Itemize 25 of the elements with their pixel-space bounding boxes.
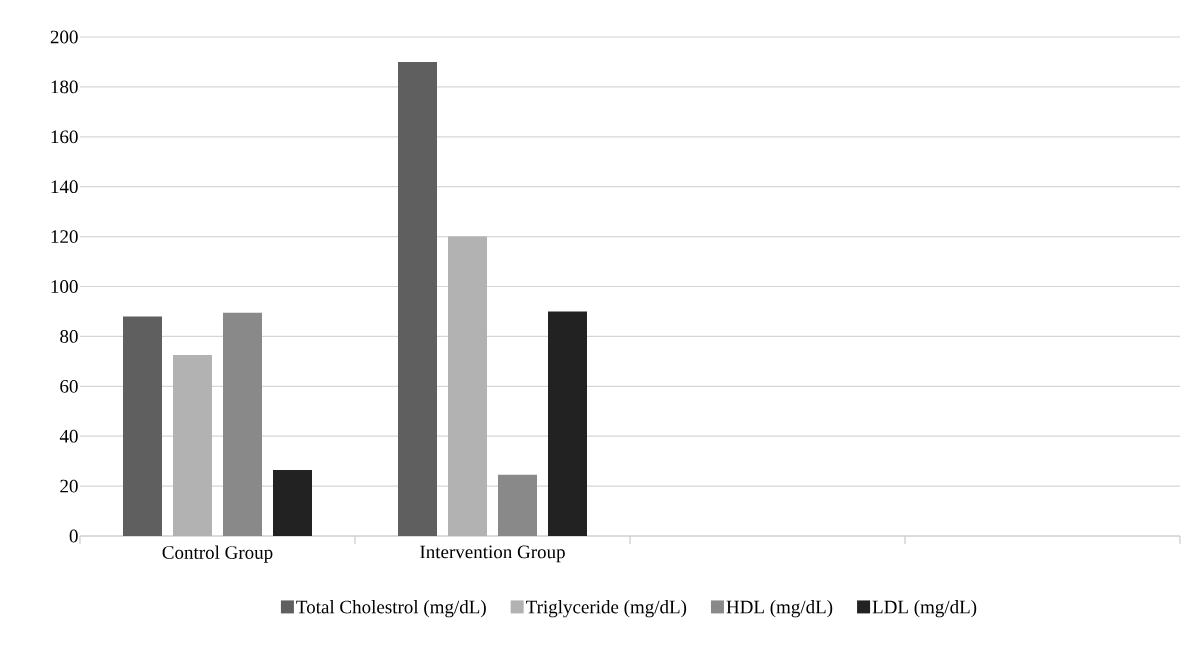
bar <box>548 311 587 536</box>
legend-label: Total Cholestrol (mg/dL) <box>296 600 486 618</box>
y-tick-label: 0 <box>69 529 78 543</box>
y-tick-label: 160 <box>51 130 78 144</box>
legend-label: HDL (mg/dL) <box>726 600 833 618</box>
bar <box>173 355 212 536</box>
y-tick-label: 20 <box>60 479 78 493</box>
legend-label: LDL (mg/dL) <box>872 600 977 618</box>
legend-label: Triglyceride (mg/dL) <box>526 600 687 618</box>
y-tick-label: 60 <box>60 379 78 393</box>
x-tick-label: Intervention Group <box>420 545 565 563</box>
bar <box>398 61 437 536</box>
bar <box>123 316 162 536</box>
y-tick-label: 80 <box>60 330 78 343</box>
y-tick-label: 140 <box>51 180 78 194</box>
y-tick-label: 100 <box>51 280 78 293</box>
bar <box>498 474 537 536</box>
bar <box>447 236 487 536</box>
y-tick-label: 200 <box>50 30 78 44</box>
y-tick-label: 40 <box>59 429 78 443</box>
x-tick-label: Control Group <box>162 545 273 563</box>
y-tick-label: 120 <box>51 230 78 244</box>
bar <box>273 469 312 536</box>
y-tick-label: 180 <box>51 80 78 94</box>
bar <box>223 312 262 536</box>
